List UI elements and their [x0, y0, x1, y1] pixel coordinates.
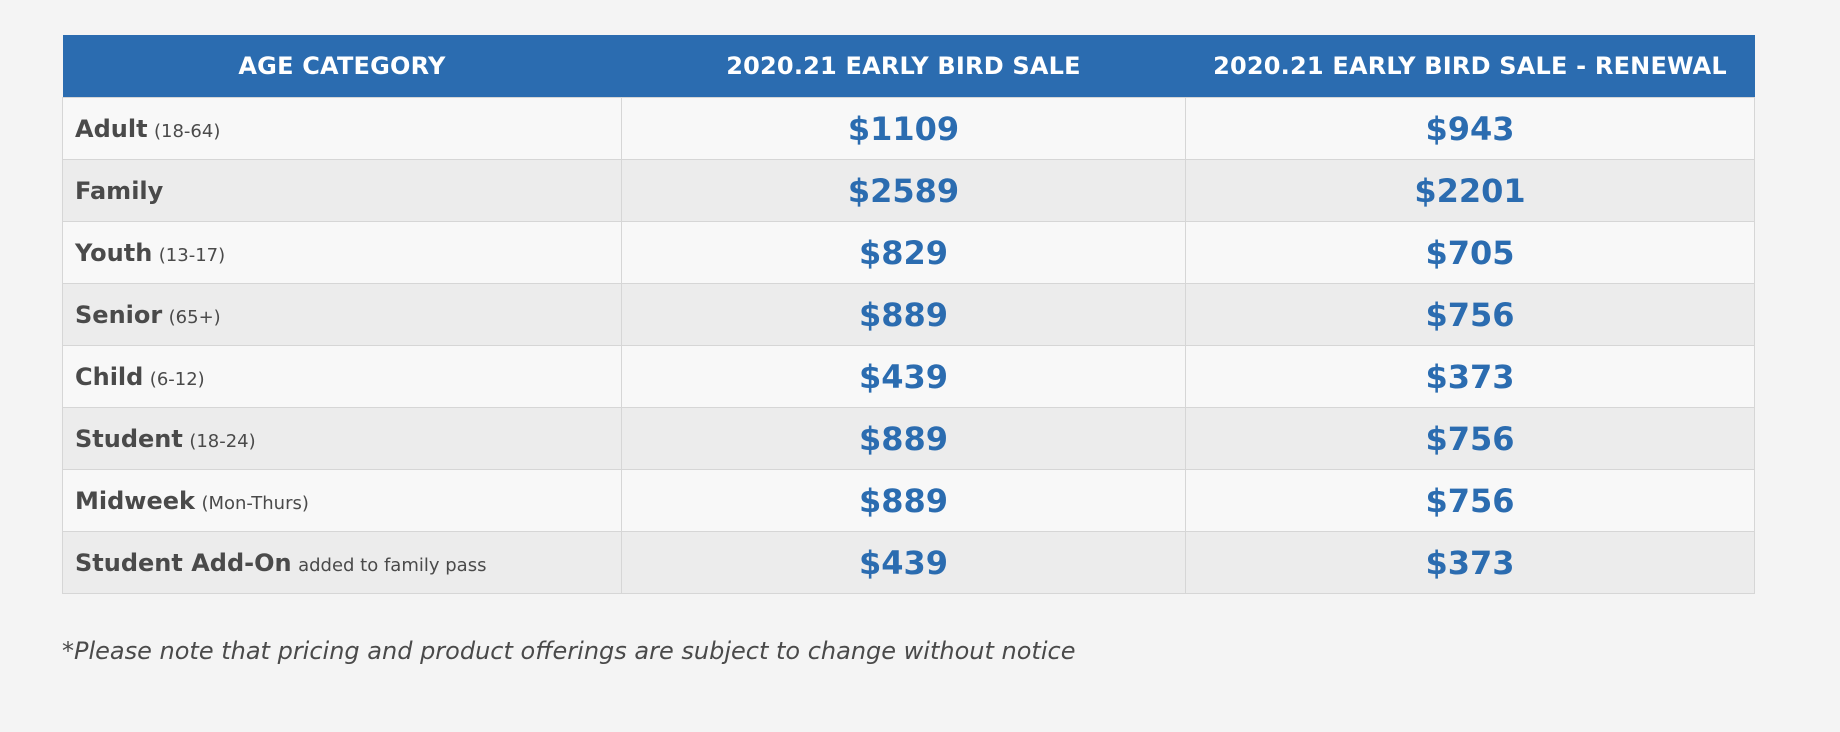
header-early-bird-sale: 2020.21 EARLY BIRD SALE: [621, 35, 1186, 98]
renewal-price: $373: [1185, 345, 1755, 408]
pricing-table-container: AGE CATEGORY 2020.21 EARLY BIRD SALE 202…: [62, 35, 1755, 594]
category-cell: Adult (18-64): [62, 97, 622, 160]
renewal-price: $705: [1185, 221, 1755, 284]
table-row: Senior (65+) $889 $756: [62, 283, 1755, 346]
pricing-disclaimer: *Please note that pricing and product of…: [62, 637, 1076, 665]
header-age-category: AGE CATEGORY: [62, 35, 622, 98]
category-note: added to family pass: [298, 554, 487, 576]
renewal-price: $2201: [1185, 159, 1755, 222]
early-bird-price: $889: [621, 283, 1186, 346]
category-note: (6-12): [149, 368, 205, 390]
table-row: Child (6-12) $439 $373: [62, 345, 1755, 408]
pricing-table: AGE CATEGORY 2020.21 EARLY BIRD SALE 202…: [62, 35, 1755, 594]
table-row: Adult (18-64) $1109 $943: [62, 97, 1755, 160]
early-bird-price: $829: [621, 221, 1186, 284]
table-row: Midweek (Mon-Thurs) $889 $756: [62, 469, 1755, 532]
category-cell: Child (6-12): [62, 345, 622, 408]
table-row: Family $2589 $2201: [62, 159, 1755, 222]
category-name: Child: [75, 362, 144, 391]
renewal-price: $756: [1185, 469, 1755, 532]
table-row: Student Add-On added to family pass $439…: [62, 531, 1755, 594]
category-name: Student: [75, 424, 183, 453]
category-cell: Youth (13-17): [62, 221, 622, 284]
early-bird-price: $1109: [621, 97, 1186, 160]
category-name: Midweek: [75, 486, 195, 515]
category-cell: Senior (65+): [62, 283, 622, 346]
early-bird-price: $889: [621, 407, 1186, 470]
renewal-price: $756: [1185, 407, 1755, 470]
renewal-price: $756: [1185, 283, 1755, 346]
category-cell: Midweek (Mon-Thurs): [62, 469, 622, 532]
category-name: Youth: [75, 238, 153, 267]
category-name: Student Add-On: [75, 548, 292, 577]
renewal-price: $943: [1185, 97, 1755, 160]
early-bird-price: $2589: [621, 159, 1186, 222]
category-cell: Student (18-24): [62, 407, 622, 470]
category-note: (18-64): [154, 120, 221, 142]
renewal-price: $373: [1185, 531, 1755, 594]
table-row: Student (18-24) $889 $756: [62, 407, 1755, 470]
early-bird-price: $439: [621, 345, 1186, 408]
category-cell: Family: [62, 159, 622, 222]
pricing-table-body: Adult (18-64) $1109 $943 Family $2589 $2…: [62, 97, 1755, 594]
category-name: Senior: [75, 300, 163, 329]
category-note: (65+): [168, 306, 221, 328]
category-cell: Student Add-On added to family pass: [62, 531, 622, 594]
header-row: AGE CATEGORY 2020.21 EARLY BIRD SALE 202…: [62, 35, 1755, 98]
category-name: Adult: [75, 114, 148, 143]
header-early-bird-renewal: 2020.21 EARLY BIRD SALE - RENEWAL: [1185, 35, 1755, 98]
category-note: (13-17): [158, 244, 226, 266]
table-row: Youth (13-17) $829 $705: [62, 221, 1755, 284]
category-note: (Mon-Thurs): [201, 492, 309, 514]
category-name: Family: [75, 176, 164, 205]
early-bird-price: $439: [621, 531, 1186, 594]
pricing-table-header: AGE CATEGORY 2020.21 EARLY BIRD SALE 202…: [62, 35, 1755, 98]
early-bird-price: $889: [621, 469, 1186, 532]
category-note: (18-24): [189, 430, 256, 452]
